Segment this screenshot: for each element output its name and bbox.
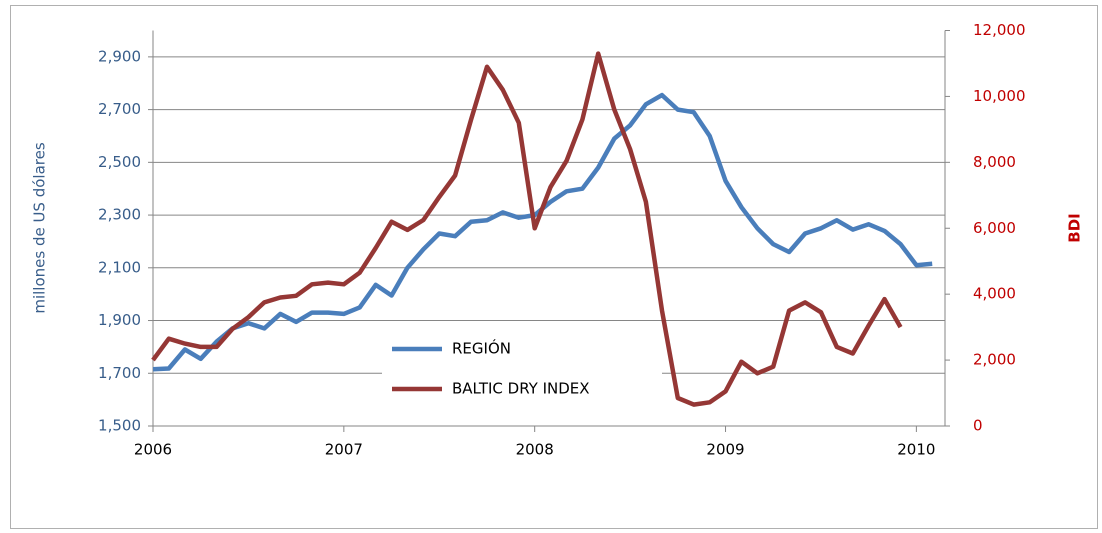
- series-line: [151, 51, 903, 407]
- x-tick-label: 2008: [516, 441, 554, 459]
- y2-tick-label: 0: [973, 417, 983, 435]
- y2-tick-label: 2,000: [973, 351, 1016, 369]
- y-tick-label: 2,700: [98, 100, 141, 118]
- legend-label: REGIÓN: [452, 339, 511, 358]
- legend-box: [382, 330, 662, 410]
- y-tick-label: 1,500: [98, 417, 141, 435]
- y-tick-label: 2,900: [98, 47, 141, 65]
- legend-label: BALTIC DRY INDEX: [452, 380, 590, 398]
- y2-tick-label: 4,000: [973, 285, 1016, 303]
- x-tick-label: 2009: [706, 441, 744, 459]
- y-tick-label: 2,500: [98, 153, 141, 171]
- y2-tick-label: 12,000: [973, 21, 1026, 39]
- x-tick-label: 2010: [897, 441, 935, 459]
- y2-tick-label: 10,000: [973, 87, 1026, 105]
- y2-axis-label: BDI: [1066, 213, 1084, 242]
- y2-tick-label: 6,000: [973, 219, 1016, 237]
- y-tick-label: 2,300: [98, 206, 141, 224]
- y2-tick-label: 8,000: [973, 153, 1016, 171]
- x-tick-label: 2006: [134, 441, 172, 459]
- y-tick-label: 1,900: [98, 311, 141, 329]
- y-tick-label: 2,100: [98, 258, 141, 276]
- y-axis-label: millones de US dólares: [31, 142, 49, 314]
- x-tick-label: 2007: [325, 441, 363, 459]
- y-tick-label: 1,700: [98, 364, 141, 382]
